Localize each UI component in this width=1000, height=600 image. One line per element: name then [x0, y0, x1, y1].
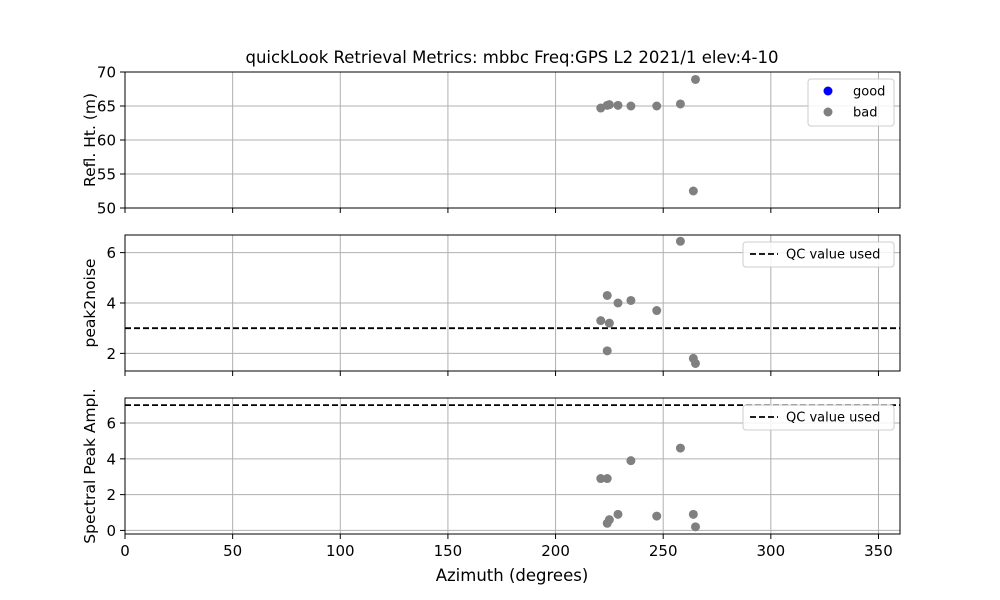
y-axis-label: peak2noise: [81, 259, 99, 348]
legend-marker-bad: [823, 107, 833, 117]
data-point: [613, 509, 623, 519]
x-tick-label: 350: [864, 542, 893, 560]
data-point: [652, 101, 662, 111]
data-point: [690, 358, 700, 368]
y-tick-label: 6: [106, 244, 116, 262]
plot-frame: [124, 397, 901, 535]
subplot-2: 2 4 6 peak2noise QC value used: [81, 234, 901, 376]
y-tick-label: 2: [106, 486, 116, 504]
data-point: [652, 511, 662, 521]
data-point: [690, 74, 700, 84]
data-point: [626, 295, 636, 305]
legend-box: [742, 404, 895, 431]
x-tick-label: 300: [757, 542, 786, 560]
y-axis-label: Spectral Peak Ampl.: [81, 388, 99, 543]
legend-label: bad: [853, 106, 877, 121]
y-tick-label: 0: [106, 522, 116, 540]
data-point: [602, 290, 612, 300]
y-tick-label: 4: [106, 450, 116, 468]
legend: good bad: [807, 78, 895, 127]
data-point: [626, 456, 636, 466]
data-point: [602, 474, 612, 484]
y-tick-label: 50: [97, 200, 116, 218]
data-point: [652, 306, 662, 316]
data-point: [596, 316, 606, 326]
legend: QC value used: [742, 241, 895, 268]
y-tick-label: 6: [106, 415, 116, 433]
legend-label: QC value used: [786, 411, 880, 426]
data-point: [613, 298, 623, 308]
data-point: [596, 474, 606, 484]
data-point: [688, 509, 698, 519]
y-tick-label: 2: [106, 345, 116, 363]
x-tick-label: 250: [649, 542, 678, 560]
subplot-3: 0 50 100 150 200 250 300 350 0 2 4 6 Spectral Peak A…: [81, 388, 901, 560]
y-tick-label: 60: [97, 132, 116, 150]
legend: QC value used: [742, 404, 895, 431]
legend-box: [742, 241, 895, 268]
x-tick-label: 100: [326, 542, 355, 560]
chart-title: quickLook Retrieval Metrics: mbbc Freq:G…: [246, 48, 779, 67]
data-point: [675, 443, 685, 453]
data-point: [613, 100, 623, 110]
data-point: [602, 346, 612, 356]
y-tick-label: 65: [97, 98, 116, 116]
data-point: [688, 186, 698, 196]
data-point: [604, 318, 614, 328]
data-point: [602, 518, 612, 528]
legend-marker-good: [823, 86, 833, 96]
x-tick-label: 150: [434, 542, 463, 560]
y-axis-label: Refl. Ht. (m): [81, 93, 99, 187]
x-tick-label: 0: [120, 542, 130, 560]
y-tick-label: 55: [97, 166, 116, 184]
legend-label: QC value used: [786, 248, 880, 263]
x-tick-label: 200: [541, 542, 570, 560]
data-point: [690, 522, 700, 532]
x-tick-label: 50: [223, 542, 242, 560]
y-tick-label: 4: [106, 295, 116, 313]
y-tick-label: 70: [97, 64, 116, 82]
data-point: [604, 100, 614, 110]
data-point: [675, 99, 685, 109]
data-point: [626, 101, 636, 111]
legend-label: good: [853, 85, 885, 100]
x-axis-label: Azimuth (degrees): [436, 566, 589, 585]
data-point: [675, 236, 685, 246]
subplot-1: 50 55 60 65 70 Refl. Ht. (m) good bad: [81, 64, 901, 218]
